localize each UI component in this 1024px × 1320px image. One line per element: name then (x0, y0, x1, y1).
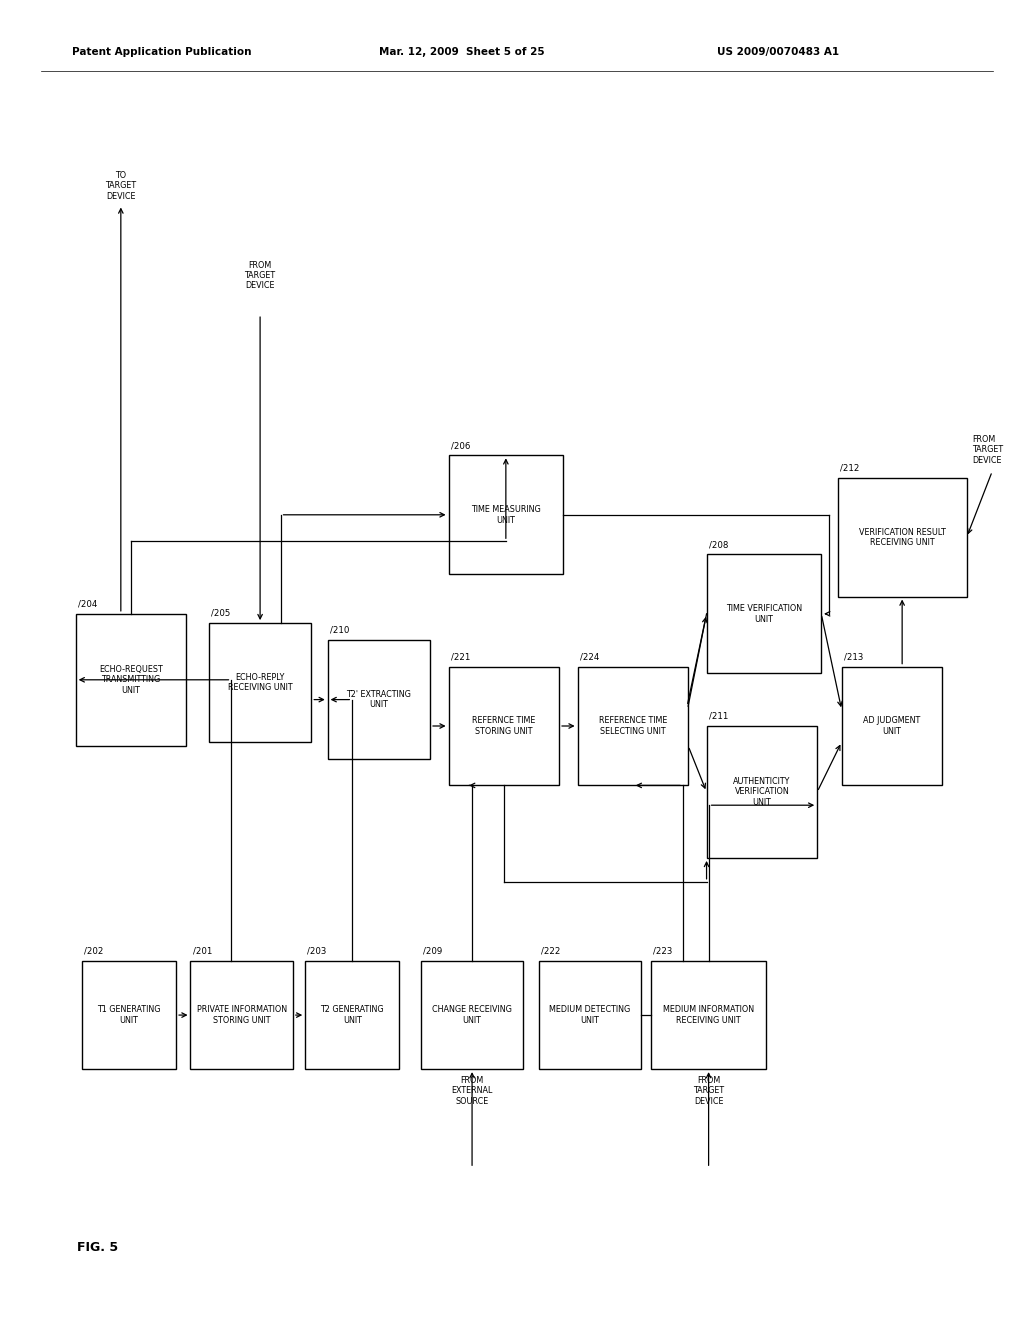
Text: FROM
TARGET
DEVICE: FROM TARGET DEVICE (693, 1076, 724, 1106)
Text: FROM
TARGET
DEVICE: FROM TARGET DEVICE (972, 434, 1002, 465)
Text: T2' EXTRACTING
UNIT: T2' EXTRACTING UNIT (346, 690, 412, 709)
Text: TIME MEASURING
UNIT: TIME MEASURING UNIT (471, 506, 541, 524)
Bar (707, 554, 821, 673)
Text: AUTHENTICITY
VERIFICATION
UNIT: AUTHENTICITY VERIFICATION UNIT (733, 777, 791, 807)
Text: /211: /211 (709, 711, 728, 721)
Text: US 2009/0070483 A1: US 2009/0070483 A1 (717, 48, 839, 58)
Bar (842, 667, 942, 785)
Text: ECHO-REQUEST
TRANSMITTING
UNIT: ECHO-REQUEST TRANSMITTING UNIT (99, 665, 163, 694)
Text: T2 GENERATING
UNIT: T2 GENERATING UNIT (321, 1006, 384, 1024)
Text: FROM
EXTERNAL
SOURCE: FROM EXTERNAL SOURCE (452, 1076, 493, 1106)
Bar (707, 726, 817, 858)
Bar (209, 623, 311, 742)
Text: Patent Application Publication: Patent Application Publication (72, 48, 251, 58)
Text: ECHO-REPLY
RECEIVING UNIT: ECHO-REPLY RECEIVING UNIT (227, 673, 293, 692)
Text: /202: /202 (84, 946, 103, 956)
Bar (539, 961, 641, 1069)
Text: MEDIUM INFORMATION
RECEIVING UNIT: MEDIUM INFORMATION RECEIVING UNIT (664, 1006, 754, 1024)
Text: REFERENCE TIME
SELECTING UNIT: REFERENCE TIME SELECTING UNIT (599, 717, 667, 735)
Bar (82, 961, 176, 1069)
Text: FIG. 5: FIG. 5 (77, 1241, 118, 1254)
Text: /212: /212 (840, 463, 859, 473)
Text: /201: /201 (193, 946, 212, 956)
Bar (328, 640, 430, 759)
Text: /208: /208 (709, 540, 728, 549)
Text: MEDIUM DETECTING
UNIT: MEDIUM DETECTING UNIT (549, 1006, 631, 1024)
Text: T1 GENERATING
UNIT: T1 GENERATING UNIT (97, 1006, 161, 1024)
Text: /205: /205 (211, 609, 230, 618)
Text: TO
TARGET
DEVICE: TO TARGET DEVICE (105, 170, 136, 201)
Bar (421, 961, 523, 1069)
Text: /210: /210 (330, 626, 349, 635)
Text: REFERNCE TIME
STORING UNIT: REFERNCE TIME STORING UNIT (472, 717, 536, 735)
Text: /209: /209 (423, 946, 442, 956)
Bar (449, 667, 559, 785)
Text: AD JUDGMENT
UNIT: AD JUDGMENT UNIT (863, 717, 921, 735)
Text: /222: /222 (541, 946, 560, 956)
Text: FROM
TARGET
DEVICE: FROM TARGET DEVICE (245, 260, 275, 290)
Bar (651, 961, 766, 1069)
Bar (190, 961, 293, 1069)
Bar (578, 667, 688, 785)
Bar (76, 614, 186, 746)
Text: /204: /204 (78, 599, 97, 609)
Text: TIME VERIFICATION
UNIT: TIME VERIFICATION UNIT (726, 605, 802, 623)
Bar (838, 478, 967, 597)
Text: /223: /223 (653, 946, 673, 956)
Text: PRIVATE INFORMATION
STORING UNIT: PRIVATE INFORMATION STORING UNIT (197, 1006, 287, 1024)
Text: CHANGE RECEIVING
UNIT: CHANGE RECEIVING UNIT (432, 1006, 512, 1024)
Bar (449, 455, 563, 574)
Text: /203: /203 (307, 946, 327, 956)
Text: VERIFICATION RESULT
RECEIVING UNIT: VERIFICATION RESULT RECEIVING UNIT (859, 528, 945, 546)
Text: /213: /213 (844, 652, 863, 661)
Text: /224: /224 (580, 652, 599, 661)
Text: /206: /206 (451, 441, 470, 450)
Text: Mar. 12, 2009  Sheet 5 of 25: Mar. 12, 2009 Sheet 5 of 25 (379, 48, 545, 58)
Text: /221: /221 (451, 652, 470, 661)
Bar (305, 961, 399, 1069)
